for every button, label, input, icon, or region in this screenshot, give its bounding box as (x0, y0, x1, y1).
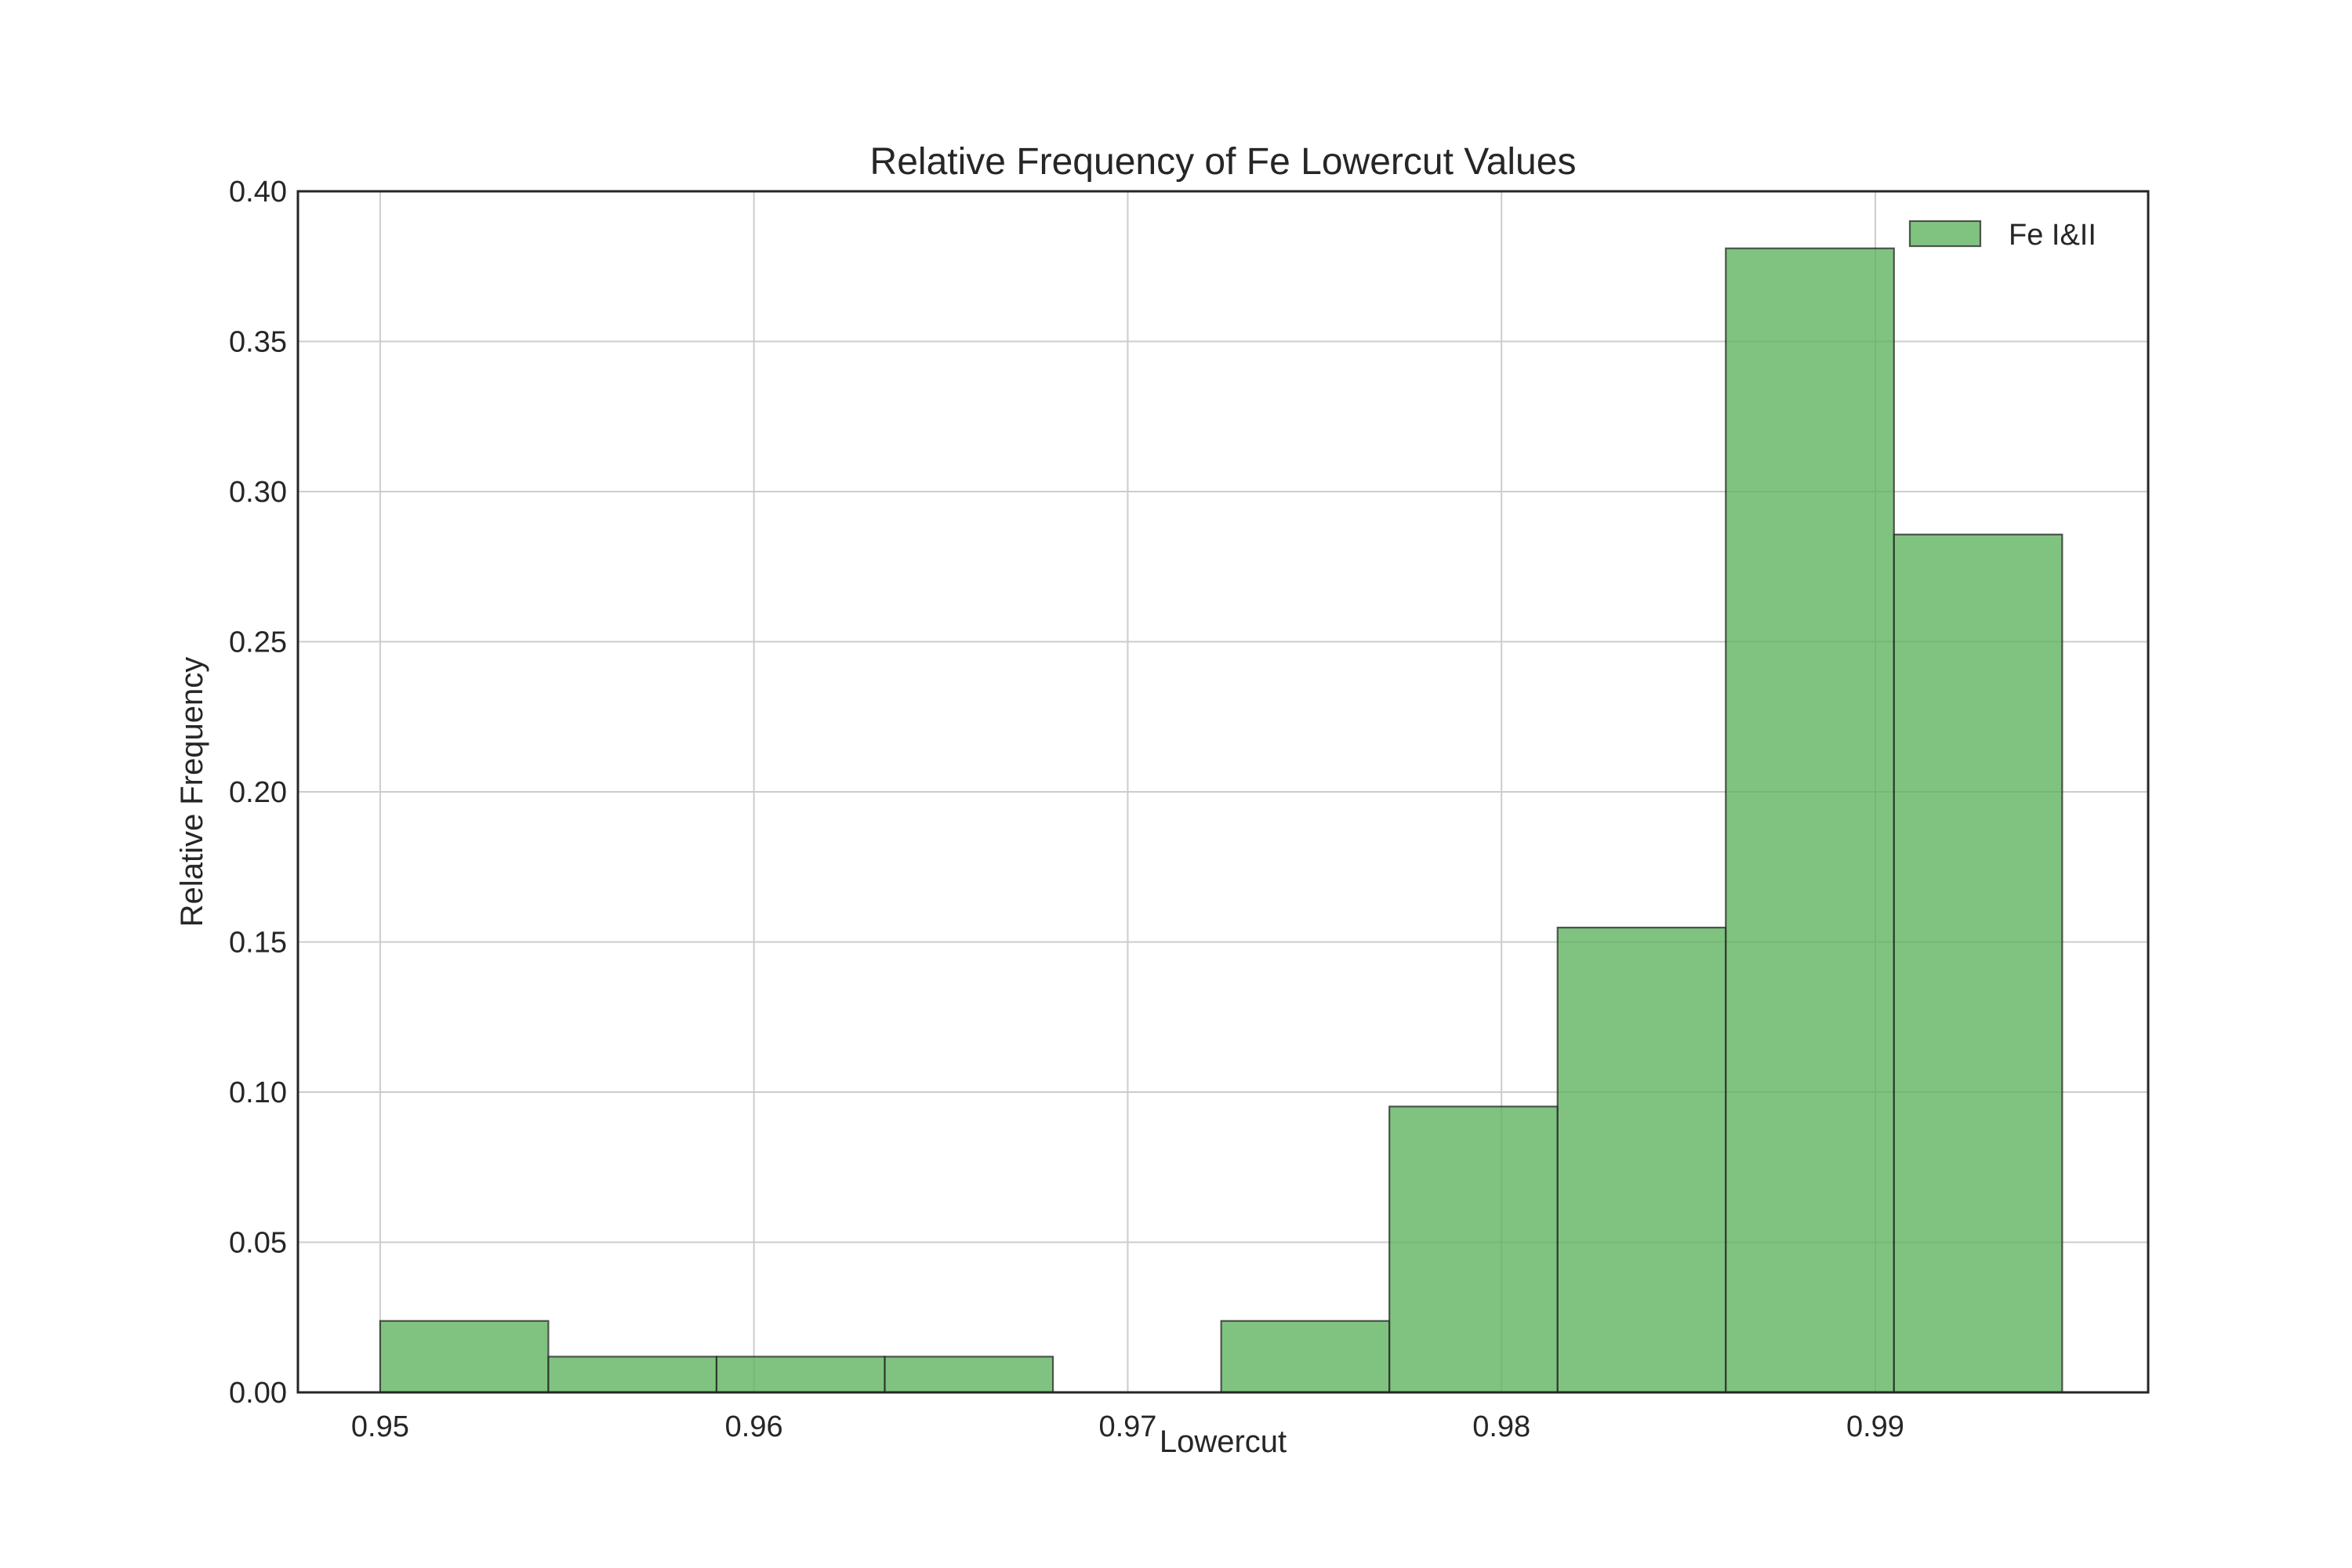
x-tick-label: 0.96 (725, 1410, 783, 1443)
histogram-bar (1220, 1319, 1391, 1394)
y-tick-label: 0.00 (229, 1377, 287, 1410)
y-axis-label: Relative Frequency (175, 657, 209, 927)
histogram-bar (547, 1356, 718, 1394)
y-tick-label: 0.05 (229, 1227, 287, 1260)
histogram-bar (715, 1356, 886, 1394)
y-tick-label: 0.30 (229, 476, 287, 509)
histogram-bar (379, 1319, 550, 1394)
chart-title: Relative Frequency of Fe Lowercut Values (870, 141, 1577, 183)
x-tick-label: 0.95 (351, 1410, 409, 1443)
y-tick-labels: 0.00 0.05 0.10 0.15 0.20 0.25 0.30 0.35 0.40 (229, 176, 287, 1410)
x-tick-label: 0.99 (1846, 1410, 1904, 1443)
y-tick-label: 0.10 (229, 1076, 287, 1109)
legend: Fe I&II (1908, 219, 2096, 252)
legend-label-fe-i-ii: Fe I&II (2009, 219, 2096, 252)
y-tick-label: 0.25 (229, 626, 287, 659)
y-tick-label: 0.35 (229, 326, 287, 359)
plot-frame (296, 190, 2150, 1394)
histogram-bar (1556, 927, 1727, 1394)
histogram-bar (1388, 1105, 1559, 1394)
x-tick-labels: 0.95 0.96 0.97 0.98 0.99 (351, 1410, 1904, 1443)
x-tick-label: 0.97 (1098, 1410, 1156, 1443)
histogram-bars (379, 247, 2063, 1394)
histogram-bar (1893, 533, 2063, 1394)
x-axis-label: Lowercut (1160, 1425, 1287, 1459)
y-tick-label: 0.20 (229, 776, 287, 809)
histogram-bar (884, 1356, 1054, 1394)
x-tick-label: 0.98 (1472, 1410, 1530, 1443)
legend-swatch (1908, 220, 1982, 248)
y-tick-label: 0.40 (229, 176, 287, 209)
y-tick-label: 0.15 (229, 927, 287, 960)
histogram-bar (1725, 247, 1895, 1394)
